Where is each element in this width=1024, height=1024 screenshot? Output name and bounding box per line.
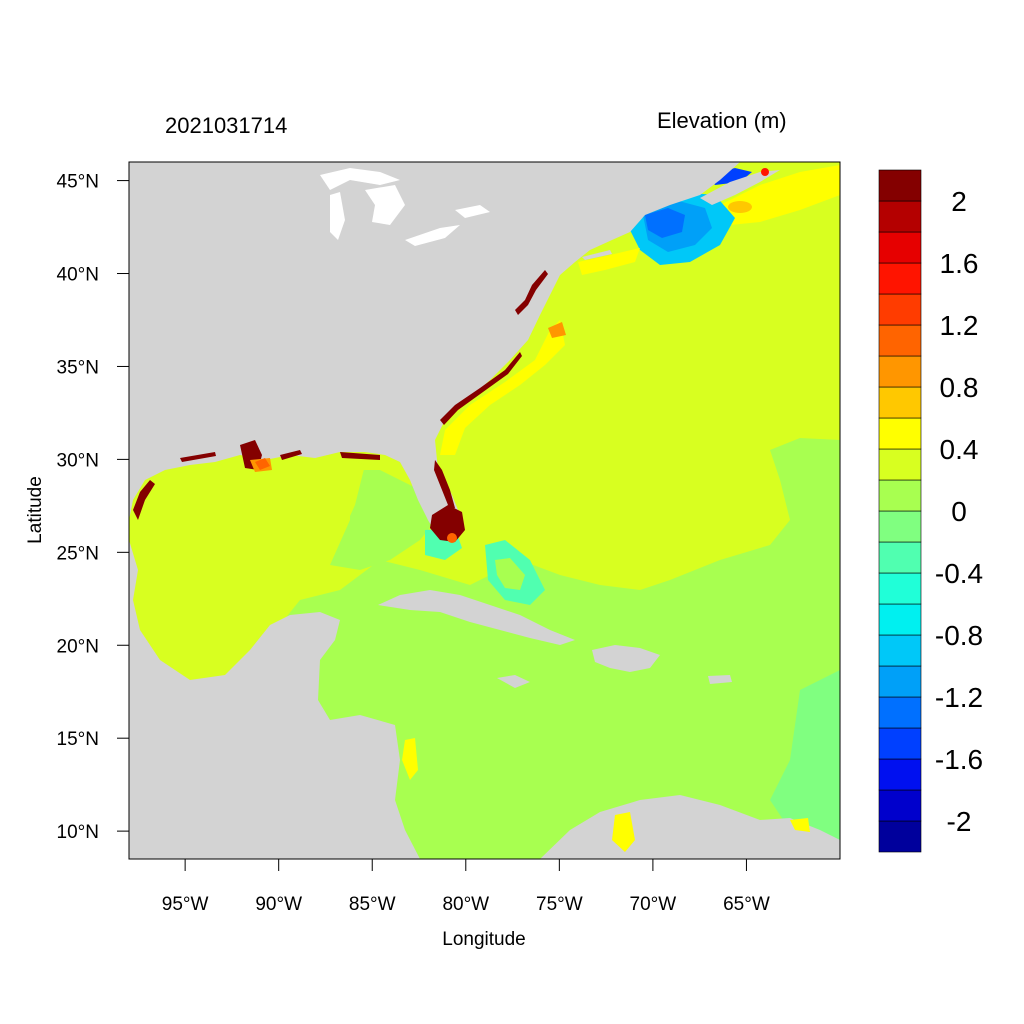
colorbar-tick-label: 0 [951,496,967,527]
y-tick-label: 25°N [57,543,99,564]
y-tick-label: 30°N [57,450,99,471]
colorbar-tick-label: 1.6 [940,248,979,279]
colorbar-swatch [878,231,922,264]
ocean-ny-bight-yellow [578,248,640,275]
colorbar-swatch [878,758,922,791]
y-tick-label: 10°N [57,822,99,843]
colorbar-swatch [878,417,922,450]
ocean-gulf-of-mexico [133,455,365,678]
colorbar-swatch [878,634,922,667]
land-north-america [129,162,740,540]
surge-florida-east [434,460,455,510]
lake-michigan [330,192,345,240]
x-tick-label: 80°W [442,894,489,915]
colorbar-swatch [878,572,922,605]
colorbar-swatch [878,293,922,326]
colorbar-swatch [878,448,922,481]
colorbar-title: Elevation (m) [657,108,787,133]
y-tick-label: 15°N [57,729,99,750]
colorbar-swatch [878,200,922,233]
colorbar-swatch [878,355,922,388]
map-frame [128,161,841,860]
colorbar-swatch [878,789,922,822]
y-tick-label: 45°N [57,172,99,193]
surge-florida-keys [447,533,457,543]
colorbar-tick-label: -1.2 [935,682,983,713]
colorbar-swatch [878,727,922,760]
lake-erie [405,225,460,246]
colorbar-tick-label: 2 [951,186,967,217]
ocean-southeast-coast-yellow [440,320,565,455]
colorbar-swatch [878,386,922,419]
y-tick-label: 35°N [57,357,99,378]
surge-mississippi-orange [255,458,270,470]
lake-ontario [455,205,490,218]
y-axis-title: Latitude [25,476,46,544]
ocean-bahamas-inner [495,558,525,590]
land-mexico [129,540,420,859]
surge-carolina-orange [548,322,566,338]
y-tick-label: 20°N [57,636,99,657]
land-nova-scotia [700,170,780,205]
surge-maine-red [761,168,769,176]
x-tick-label: 70°W [630,894,677,915]
ocean-gulf-of-maine-dark [645,208,685,238]
colorbar-swatch [878,510,922,543]
lake-superior [320,168,400,190]
colorbar-swatch [878,479,922,512]
land-puerto-rico [708,675,732,684]
x-tick-label: 90°W [255,894,302,915]
surge-south-florida [430,505,465,542]
y-tick-label: 40°N [57,265,99,286]
land-hispaniola [592,645,660,672]
surge-east-coast [440,352,522,425]
colorbar-tick-label: 1.2 [940,310,979,341]
colorbar-tick-label: 0.4 [940,434,979,465]
colorbar-swatch [878,324,922,357]
colorbar-tick-label: -0.8 [935,620,983,651]
colorbar-swatch [878,603,922,636]
colorbar-tick-label: -2 [947,806,972,837]
colorbar-swatch [878,262,922,295]
colorbar-swatch [878,541,922,574]
colorbar-labels: 2 1.6 1.2 0.8 0.4 0 -0.4 -0.8 -1.2 -1.6 -2 [935,186,983,837]
map-plot [129,162,840,859]
colorbar-tick-label: 0.8 [940,372,979,403]
land-south-america [540,795,840,859]
timestamp-title: 2021031714 [165,113,287,138]
colorbar-tick-label: -0.4 [935,558,983,589]
surge-venezuela-yellow [790,818,810,832]
land-long-island [582,250,612,260]
x-axis-ticks: 95°W 90°W 85°W 80°W 75°W 70°W 65°W [162,859,770,915]
land-jamaica [497,675,530,688]
ocean-nova-scotia-orange [728,201,752,213]
colorbar-swatch [878,169,922,202]
lake-huron [365,185,405,225]
ocean-eastern-caribbean [770,670,840,840]
colorbar [878,169,922,853]
x-axis-title: Longitude [442,929,525,950]
x-tick-label: 85°W [349,894,396,915]
surge-maracaibo [612,812,635,852]
colorbar-swatch [878,665,922,698]
x-tick-label: 75°W [536,894,583,915]
y-axis-ticks: 45°N 40°N 35°N 30°N 25°N 20°N 15°N 10°N [57,172,129,843]
x-tick-label: 95°W [162,894,209,915]
x-tick-label: 65°W [723,894,770,915]
colorbar-swatch [878,696,922,729]
land-cuba [378,590,575,645]
colorbar-tick-label: -1.6 [935,744,983,775]
surge-chesapeake [515,270,548,315]
surge-texas-coast [133,480,155,520]
surge-nicaragua-yellow [402,738,418,780]
colorbar-swatch [878,820,922,853]
